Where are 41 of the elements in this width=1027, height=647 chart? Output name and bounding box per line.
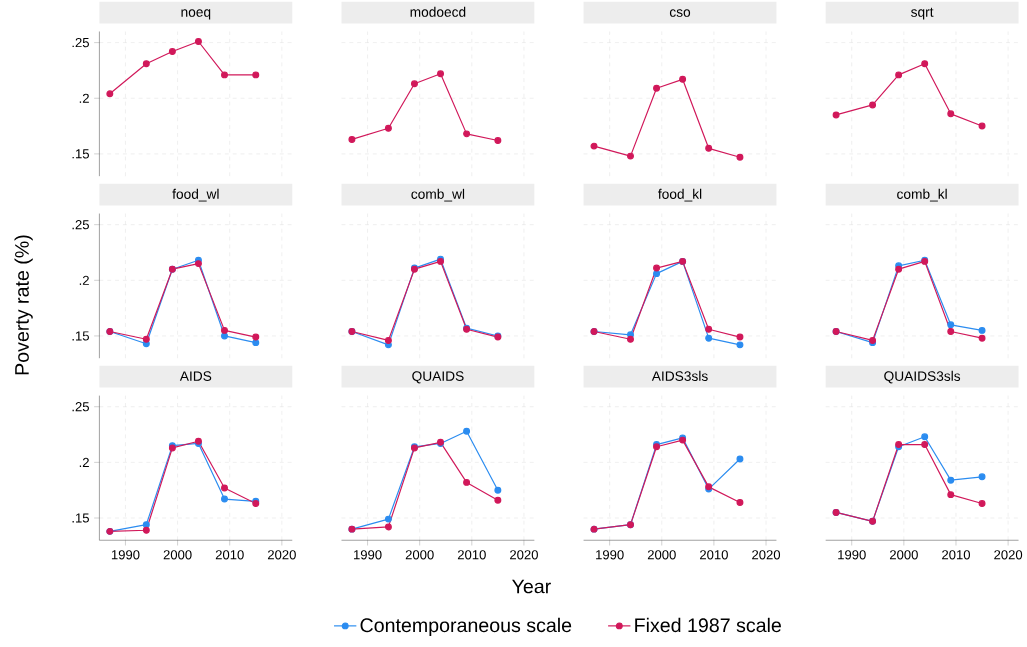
y-axis-title: Poverty rate (%) — [14, 235, 33, 375]
x-tick-label: 2000 — [163, 550, 192, 560]
chart-title: cso — [669, 9, 691, 18]
y-tick-label: .25 — [72, 38, 89, 48]
x-tick-label: 2000 — [405, 550, 434, 560]
chart-title: noeq — [181, 9, 211, 20]
legend-label: Fixed 1987 scale — [635, 618, 781, 633]
y-tick-label: .2 — [79, 93, 89, 104]
chart-title: comb_kl — [897, 189, 947, 202]
x-tick-label: 2010 — [700, 550, 728, 560]
y-tick-label: .15 — [72, 331, 89, 341]
x-tick-label: 1990 — [838, 550, 866, 560]
chart-title: modoecd — [410, 6, 466, 18]
x-tick-label: 2010 — [942, 550, 971, 560]
y-tick-label: .25 — [72, 402, 89, 412]
chart-title: AIDS3sls — [651, 371, 708, 382]
chart-title: comb_wl — [411, 189, 465, 202]
x-tick-label: 2000 — [647, 550, 676, 560]
y-tick-label: .15 — [72, 149, 89, 159]
chart-title: food_kl — [658, 189, 702, 202]
x-tick-label: 2020 — [994, 550, 1023, 560]
x-axis-title: Year — [512, 579, 551, 594]
x-tick-label: 2010 — [457, 550, 486, 560]
chart-title: AIDS — [179, 371, 212, 382]
x-tick-label: 2020 — [752, 550, 781, 560]
x-tick-label: 2020 — [267, 550, 296, 560]
x-tick-label: 1990 — [596, 550, 624, 560]
y-tick-label: .25 — [72, 220, 89, 230]
chart-title: food_wl — [172, 189, 219, 202]
x-tick-label: 1990 — [354, 550, 382, 560]
x-tick-label: 2020 — [510, 550, 538, 560]
x-tick-label: 1990 — [111, 550, 140, 560]
chart-title: sqrt — [911, 8, 934, 20]
y-tick-label: .15 — [72, 513, 89, 523]
y-tick-label: .2 — [79, 458, 89, 468]
x-tick-label: 2000 — [889, 550, 918, 560]
chart-title: QUAIDS3sls — [884, 371, 961, 384]
y-tick-label: .2 — [79, 275, 89, 286]
legend-label: Contemporaneous scale — [360, 618, 572, 637]
x-tick-label: 2010 — [215, 550, 244, 560]
chart-title: QUAIDS — [412, 371, 464, 384]
